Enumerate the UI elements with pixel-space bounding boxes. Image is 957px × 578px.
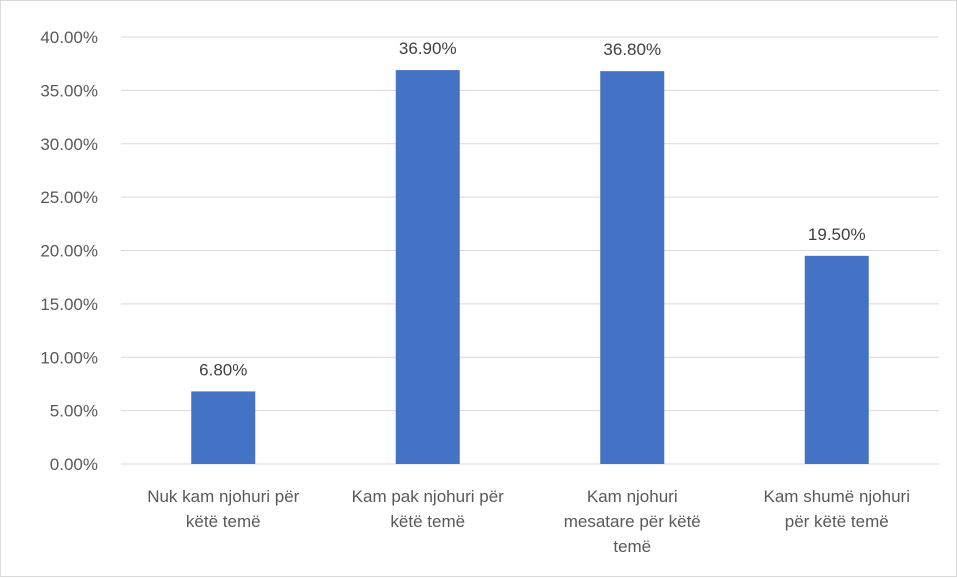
category-label: këtë temë [186,512,261,531]
bar [191,391,256,464]
bar [804,255,869,464]
category-label: temë [613,537,651,556]
category-label: Kam pak njohuri për [352,487,504,506]
bar [395,70,460,464]
category-label: mesatare për këtë [564,512,701,531]
y-tick-label: 40.00% [40,28,98,47]
y-tick-label: 35.00% [40,81,98,100]
category-label: për këtë temë [785,512,889,531]
y-tick-label: 5.00% [50,402,98,421]
bar [600,71,665,464]
data-label: 6.80% [199,360,247,379]
category-label: këtë temë [390,512,465,531]
y-tick-label: 10.00% [40,348,98,367]
y-tick-label: 0.00% [50,455,98,474]
y-tick-label: 30.00% [40,135,98,154]
data-label: 36.80% [603,40,661,59]
data-label: 19.50% [808,225,866,244]
y-tick-label: 20.00% [40,242,98,261]
category-label: Kam shumë njohuri [764,487,910,506]
data-label: 36.90% [399,39,457,58]
y-tick-label: 15.00% [40,295,98,314]
y-tick-label: 25.00% [40,188,98,207]
category-label: Nuk kam njohuri për [147,487,299,506]
category-label: Kam njohuri [587,487,678,506]
